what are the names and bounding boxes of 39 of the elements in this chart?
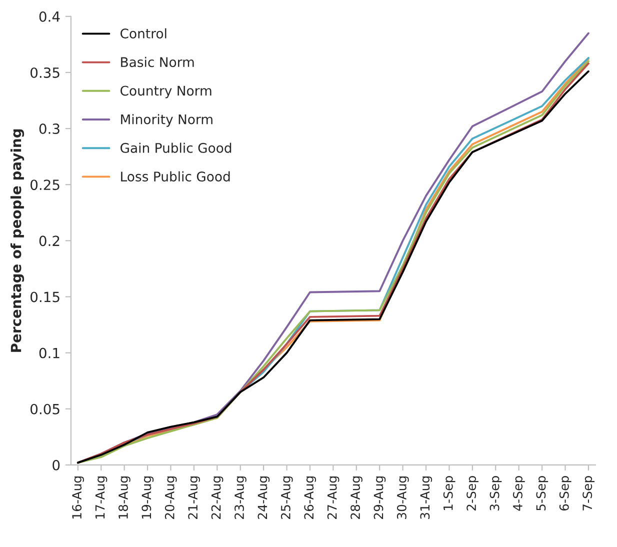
y-tick-label: 0.05 — [30, 404, 60, 414]
x-tick-label: 21-Aug — [188, 476, 200, 519]
x-tick-label: 26-Aug — [304, 476, 316, 519]
y-tick-label: 0.15 — [30, 292, 60, 302]
y-tick-label: 0.2 — [39, 236, 60, 246]
x-tick-label: 20-Aug — [164, 476, 177, 519]
x-tick-label: 17-Aug — [95, 476, 108, 519]
legend-label: Gain Public Good — [120, 142, 232, 153]
x-tick-label: 2-Sep — [466, 476, 478, 510]
x-tick-label: 4-Sep — [513, 476, 525, 511]
x-tick-label: 19-Aug — [142, 476, 154, 519]
legend-label: Country Norm — [120, 86, 212, 98]
y-axis-title: Percentage of people paying — [10, 129, 24, 352]
x-tick-label: 27-Aug — [327, 476, 340, 519]
x-tick-label: 18-Aug — [118, 476, 130, 519]
x-tick-label: 30-Aug — [396, 476, 409, 519]
legend-label: Basic Norm — [121, 56, 194, 68]
y-tick-label: 0.35 — [30, 67, 60, 78]
x-tick-label: 31-Aug — [420, 476, 432, 519]
x-tick-label: 3-Sep — [490, 476, 502, 510]
x-tick-label: 22-Aug — [211, 476, 224, 519]
legend-label: Minority Norm — [121, 114, 212, 127]
x-tick-label: 7-Sep — [582, 476, 594, 510]
x-tick-label: 28-Aug — [350, 476, 362, 519]
y-tick-label: 0.25 — [30, 180, 60, 190]
x-tick-label: 25-Aug — [280, 476, 293, 519]
y-tick-label: 0.4 — [39, 11, 60, 22]
legend-label: Control — [120, 28, 166, 38]
x-tick-label: 16-Aug — [72, 476, 84, 519]
y-tick-label: 0.1 — [39, 348, 60, 358]
x-tick-label: 1-Sep — [443, 476, 456, 510]
x-tick-label: 29-Aug — [374, 476, 386, 519]
y-tick-label: 0.3 — [39, 124, 60, 134]
x-tick-label: 24-Aug — [258, 476, 270, 519]
x-tick-label: 23-Aug — [234, 476, 246, 519]
legend-label: Loss Public Good — [121, 171, 230, 182]
x-tick-label: 5-Sep — [536, 476, 548, 510]
x-tick-label: 6-Sep — [559, 476, 572, 511]
y-tick-label: 0 — [52, 460, 60, 470]
